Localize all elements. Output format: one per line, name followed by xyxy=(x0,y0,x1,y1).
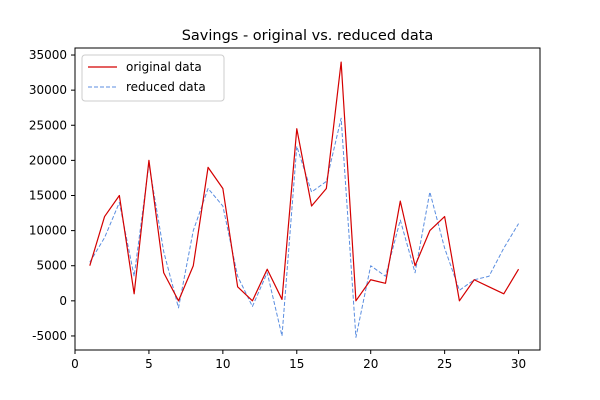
x-tick-label: 0 xyxy=(71,357,79,371)
y-tick-label: 0 xyxy=(59,294,67,308)
x-tick-label: 15 xyxy=(289,357,304,371)
legend-box xyxy=(81,54,225,102)
y-tick-label: 10000 xyxy=(29,224,67,238)
x-tick-label: 10 xyxy=(215,357,230,371)
x-tick-label: 20 xyxy=(363,357,378,371)
y-tick-label: 25000 xyxy=(29,118,67,132)
chart-title: Savings - original vs. reduced data xyxy=(182,28,434,44)
x-axis: 0 5 10 15 20 25 30 xyxy=(71,350,526,371)
legend-original-label: original data xyxy=(126,60,202,74)
series-layer xyxy=(89,61,520,338)
x-tick-label: 25 xyxy=(437,357,452,371)
legend: original data reduced data xyxy=(81,54,225,102)
y-axis: -5000 0 5000 10000 15000 20000 25000 30000 35000 xyxy=(29,48,75,343)
y-tick-label: 35000 xyxy=(29,48,67,62)
legend-reduced-label: reduced data xyxy=(126,80,206,94)
y-tick-label: 5000 xyxy=(36,259,67,273)
y-tick-label: 20000 xyxy=(29,153,67,167)
y-tick-label: 30000 xyxy=(29,83,67,97)
series-original-line xyxy=(89,61,520,302)
y-tick-label: -5000 xyxy=(32,329,67,343)
x-tick-label: 30 xyxy=(511,357,526,371)
x-tick-label: 5 xyxy=(145,357,153,371)
y-tick-label: 15000 xyxy=(29,188,67,202)
